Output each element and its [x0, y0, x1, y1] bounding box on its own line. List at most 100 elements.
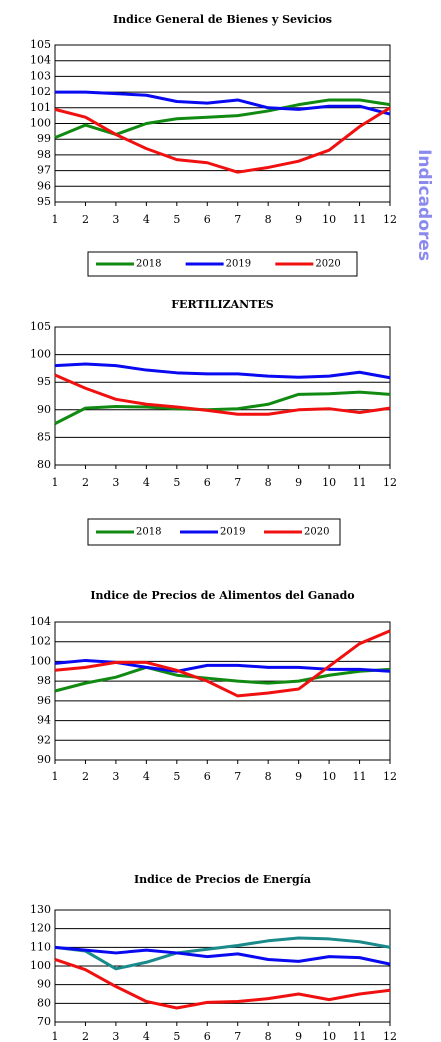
x-tick-label: 4 — [143, 213, 150, 226]
x-tick-label: 3 — [112, 770, 119, 783]
y-tick-label: 100 — [30, 348, 51, 361]
x-tick-label: 7 — [234, 1030, 241, 1042]
x-tick-label: 9 — [295, 476, 302, 489]
data-line — [55, 90, 391, 116]
y-tick-label: 96 — [37, 179, 51, 192]
x-tick-label: 2 — [82, 476, 89, 489]
y-tick-label: 100 — [30, 117, 51, 130]
x-tick-label: 9 — [295, 213, 302, 226]
y-tick-label: 105 — [30, 320, 51, 333]
chart-title: Indice de Precios de Energía — [134, 873, 311, 886]
x-tick-label: 5 — [173, 1030, 180, 1042]
y-tick-label: 102 — [30, 635, 51, 648]
x-tick-label: 12 — [383, 213, 397, 226]
x-tick-label: 12 — [383, 1030, 397, 1042]
y-tick-label: 96 — [37, 694, 51, 707]
x-tick-label: 10 — [322, 770, 336, 783]
plot-frame — [54, 326, 391, 466]
y-tick-label: 98 — [37, 674, 51, 687]
y-tick-label: 70 — [37, 1015, 51, 1028]
y-tick-label: 97 — [37, 164, 51, 177]
y-tick-label: 98 — [37, 148, 51, 161]
x-tick-label: 6 — [204, 770, 211, 783]
x-tick-label: 8 — [265, 1030, 272, 1042]
x-tick-label: 12 — [383, 770, 397, 783]
x-tick-label: 7 — [234, 213, 241, 226]
x-tick-label: 6 — [204, 213, 211, 226]
chart-title: FERTILIZANTES — [171, 298, 274, 311]
y-tick-label: 90 — [37, 753, 51, 766]
x-tick-label: 10 — [322, 476, 336, 489]
y-tick-label: 100 — [30, 654, 51, 667]
x-tick-label: 10 — [322, 213, 336, 226]
data-line — [54, 658, 391, 673]
data-line — [54, 629, 391, 698]
x-tick-label: 11 — [353, 770, 367, 783]
x-tick-label: 11 — [353, 213, 367, 226]
x-tick-label: 4 — [143, 476, 150, 489]
data-line — [54, 390, 391, 425]
x-tick-label: 11 — [353, 476, 367, 489]
x-tick-label: 3 — [112, 476, 119, 489]
data-line — [54, 945, 391, 966]
legend-label: 2019 — [226, 259, 251, 270]
x-tick-label: 10 — [322, 1030, 336, 1042]
x-tick-label: 12 — [383, 476, 397, 489]
x-tick-label: 2 — [82, 1030, 89, 1042]
y-tick-label: 94 — [37, 714, 51, 727]
x-tick-label: 3 — [112, 213, 119, 226]
data-line — [54, 362, 391, 380]
y-tick-label: 92 — [37, 733, 51, 746]
x-tick-label: 4 — [143, 770, 150, 783]
legend-label: 2018 — [136, 527, 161, 538]
plot-frame — [54, 621, 391, 761]
x-tick-label: 1 — [52, 1030, 59, 1042]
legend-label: 2018 — [136, 259, 161, 270]
y-tick-label: 80 — [37, 996, 51, 1009]
x-tick-label: 8 — [265, 476, 272, 489]
y-tick-label: 120 — [30, 922, 51, 935]
x-tick-label: 3 — [112, 1030, 119, 1042]
y-tick-label: 110 — [30, 940, 51, 953]
legend-label: 2019 — [220, 527, 245, 538]
y-tick-label: 80 — [37, 458, 51, 471]
data-line — [54, 106, 391, 174]
y-tick-label: 100 — [30, 959, 51, 972]
x-tick-label: 1 — [52, 213, 59, 226]
legend-label: 2020 — [304, 527, 329, 538]
data-line — [54, 665, 391, 693]
x-tick-label: 5 — [173, 770, 180, 783]
chart-title: Indice de Precios de Alimentos del Ganad… — [90, 589, 354, 602]
y-tick-label: 90 — [37, 403, 51, 416]
plot-frame — [54, 909, 391, 1023]
chart-title: Indice General de Bienes y Sevicios — [113, 13, 332, 26]
y-tick-label: 85 — [37, 430, 51, 443]
y-tick-label: 104 — [30, 54, 51, 67]
x-tick-label: 2 — [82, 770, 89, 783]
data-line — [54, 936, 391, 971]
x-tick-label: 7 — [234, 770, 241, 783]
plot-frame — [54, 44, 391, 203]
x-tick-label: 2 — [82, 213, 89, 226]
data-line — [54, 373, 391, 416]
y-tick-label: 102 — [30, 85, 51, 98]
x-tick-label: 8 — [265, 213, 272, 226]
y-tick-label: 101 — [30, 101, 51, 114]
x-tick-label: 9 — [295, 770, 302, 783]
y-tick-label: 104 — [30, 615, 51, 628]
x-tick-label: 11 — [353, 1030, 367, 1042]
x-tick-label: 6 — [204, 1030, 211, 1042]
x-tick-label: 6 — [204, 476, 211, 489]
y-tick-label: 105 — [30, 38, 51, 51]
x-tick-label: 1 — [52, 770, 59, 783]
x-tick-label: 4 — [143, 1030, 150, 1042]
y-tick-label: 95 — [37, 375, 51, 388]
x-tick-label: 1 — [52, 476, 59, 489]
side-label: Indicadores — [414, 149, 434, 261]
x-tick-label: 5 — [173, 476, 180, 489]
x-tick-label: 7 — [234, 476, 241, 489]
y-tick-label: 130 — [30, 903, 51, 916]
y-tick-label: 90 — [37, 978, 51, 991]
